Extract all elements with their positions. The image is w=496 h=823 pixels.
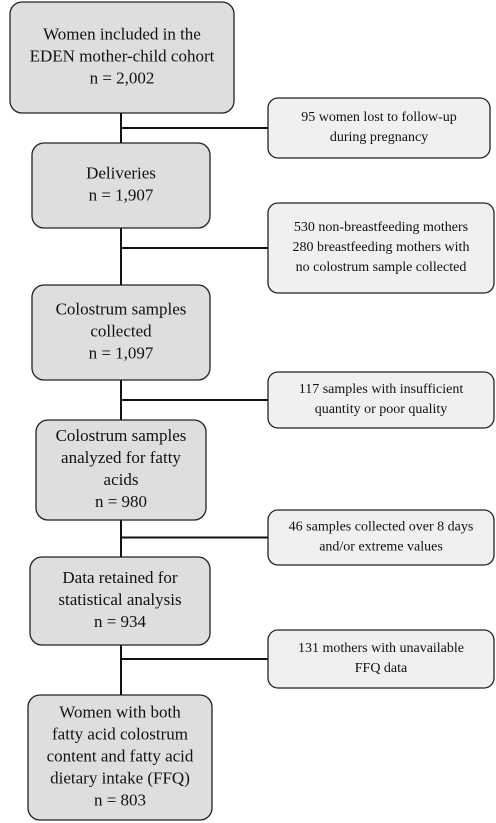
main-box <box>31 142 211 229</box>
exclusion-text: during pregnancy <box>330 130 428 145</box>
main-box-text: n = 934 <box>94 612 147 631</box>
exclusion-text: no colostrum sample collected <box>296 260 467 275</box>
exclusion-box <box>267 371 495 429</box>
main-box <box>31 284 211 381</box>
main-box <box>29 556 211 646</box>
main-box-text: acids <box>104 470 139 489</box>
main-box-text: n = 1,097 <box>89 343 154 362</box>
exclusion-text: 46 samples collected over 8 days <box>289 520 474 535</box>
main-box-text: collected <box>90 321 152 340</box>
exclusion-box <box>267 629 495 689</box>
main-box <box>35 419 207 521</box>
exclusion-text: 280 breastfeeding mothers with <box>293 240 470 255</box>
exclusion-text: 117 samples with insufficient <box>299 382 464 397</box>
main-box-text: n = 1,907 <box>89 185 154 204</box>
exclusion-text: 530 non-breastfeeding mothers <box>294 220 468 235</box>
main-box-text: Colostrum samples <box>56 299 187 318</box>
main-box-text: analyzed for fatty <box>61 448 181 467</box>
exclusion-box <box>267 202 495 294</box>
main-box-text: EDEN mother-child cohort <box>30 46 215 65</box>
main-box-text: content and fatty acid <box>47 746 194 765</box>
main-box-text: n = 980 <box>95 492 147 511</box>
main-box-text: Women included in the <box>43 24 201 43</box>
main-box-text: Women with both <box>59 702 181 721</box>
exclusion-box <box>267 509 495 566</box>
main-box-text: dietary intake (FFQ) <box>50 768 190 787</box>
main-box <box>27 694 213 821</box>
exclusion-text: and/or extreme values <box>319 540 443 555</box>
main-box-text: fatty acid colostrum <box>52 724 188 743</box>
main-box-text: n = 803 <box>94 790 146 809</box>
main-box-text: statistical analysis <box>58 590 181 609</box>
main-box-text: Deliveries <box>86 163 156 182</box>
main-box-text: n = 2,002 <box>90 68 155 87</box>
main-box-text: Colostrum samples <box>56 426 187 445</box>
exclusion-text: 131 mothers with unavailable <box>298 641 464 656</box>
main-box-text: Data retained for <box>62 568 177 587</box>
exclusion-text: 95 women lost to follow-up <box>301 110 457 125</box>
exclusion-text: FFQ data <box>355 661 408 676</box>
exclusion-box <box>267 97 491 159</box>
exclusion-text: quantity or poor quality <box>315 402 448 417</box>
main-box <box>9 1 235 114</box>
